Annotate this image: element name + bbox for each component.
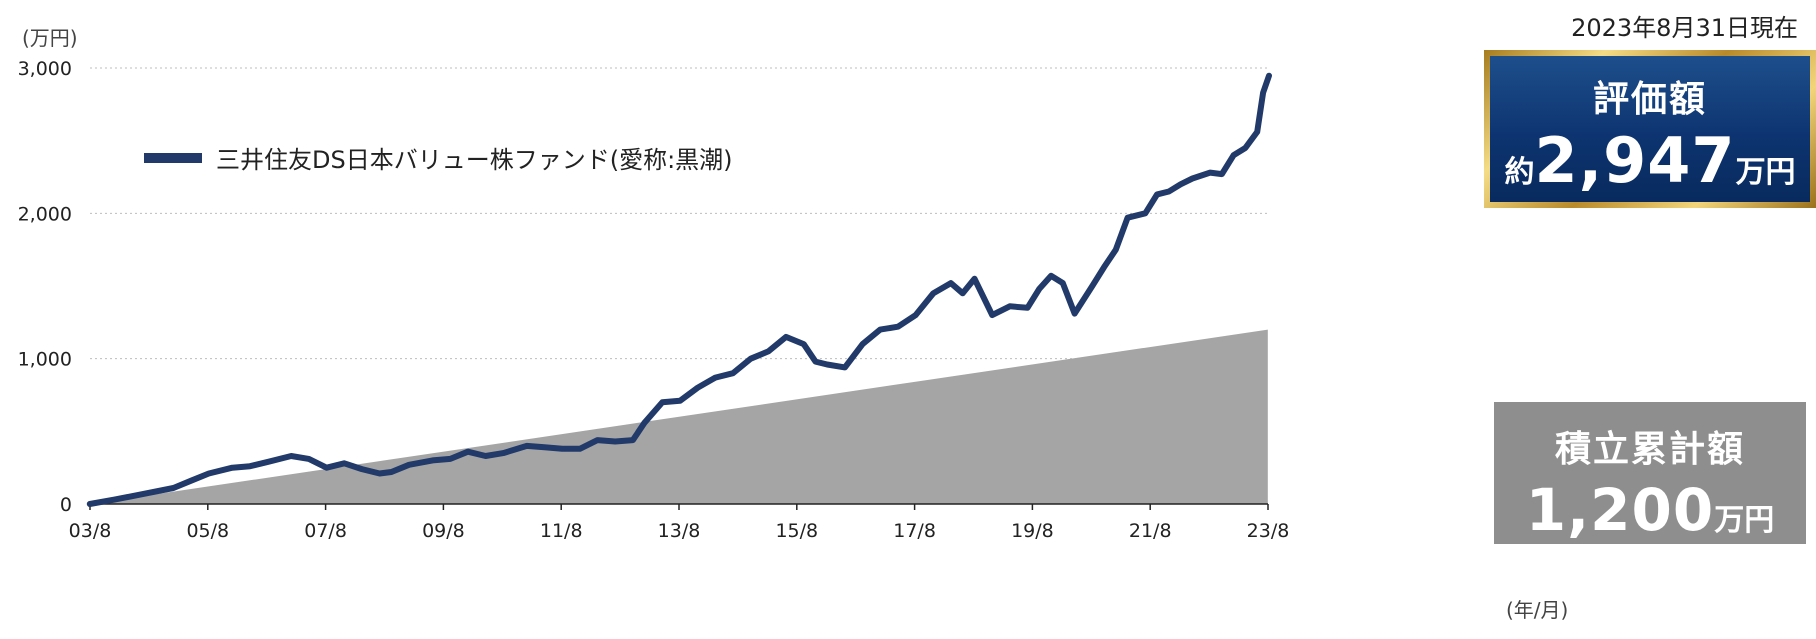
as-of-date: 2023年8月31日現在 [1571,14,1798,42]
x-axis-unit-label: (年/月) [1506,598,1569,622]
y-tick-label: 0 [60,494,72,516]
x-tick-label: 07/8 [304,520,347,542]
cumulative-unit: 万円 [1714,503,1775,538]
cumulative-panel: 積立累計額 1,200万円 [1494,402,1806,544]
evaluation-prefix: 約 [1504,155,1535,190]
y-axis-unit-label: (万円) [22,26,78,50]
fund-series-line [86,72,1272,507]
cumulative-value-line: 1,200万円 [1494,476,1806,544]
x-tick-label: 19/8 [1011,520,1054,542]
y-tick-label: 3,000 [18,58,72,80]
x-tick-label: 11/8 [540,520,583,542]
x-tick-label: 17/8 [893,520,936,542]
legend: 三井住友DS日本バリュー株ファンド(愛称:黒潮) [144,140,733,175]
x-tick-label: 21/8 [1129,520,1172,542]
legend-line-swatch [144,152,202,163]
evaluation-panel: 評価額 約2,947万円 [1484,50,1816,208]
evaluation-panel-inner: 評価額 約2,947万円 [1490,56,1810,202]
y-tick-label: 2,000 [18,203,72,225]
evaluation-value: 2,947 [1534,124,1736,197]
x-tick-label: 23/8 [1247,520,1290,542]
evaluation-unit: 万円 [1735,155,1796,190]
x-tick-label: 05/8 [186,520,229,542]
x-tick-label: 15/8 [775,520,818,542]
cumulative-title: 積立累計額 [1554,429,1745,470]
x-tick-label: 13/8 [658,520,701,542]
x-tick-label: 09/8 [422,520,465,542]
x-tick-label: 03/8 [69,520,112,542]
cumulative-value: 1,200 [1525,476,1715,544]
y-tick-label: 1,000 [18,349,72,371]
legend-label: 三井住友DS日本バリュー株ファンド(愛称:黒潮) [216,146,733,174]
evaluation-title: 評価額 [1592,79,1707,120]
evaluation-value-line: 約2,947万円 [1490,124,1810,197]
cumulative-area [89,329,1268,504]
